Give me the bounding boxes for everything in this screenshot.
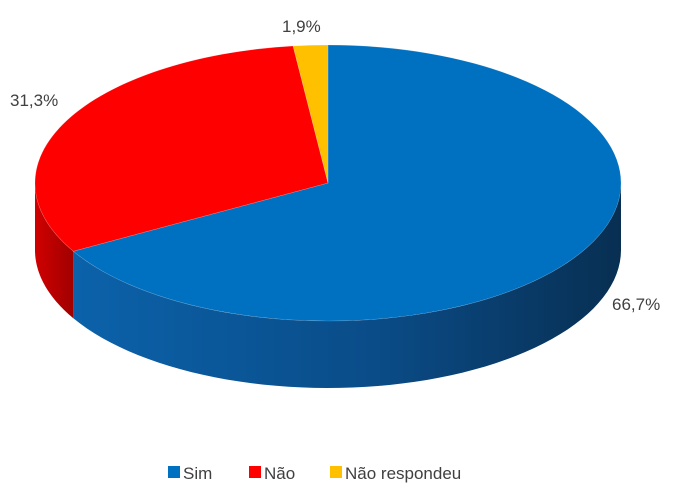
pie-slice-nao <box>34 45 329 252</box>
pie-slice-sim <box>72 44 622 322</box>
legend-swatch-nao-respondeu <box>330 466 342 478</box>
legend-label-sim: Sim <box>183 464 212 483</box>
legend-swatch-sim <box>168 466 180 478</box>
pie-slice-nao-respondeu <box>292 44 329 184</box>
data-label-nao: 31,3% <box>10 91 58 110</box>
legend-item-nao: Não <box>249 464 295 483</box>
data-label-nao-respondeu: 1,9% <box>282 17 321 36</box>
data-labels: 66,7% 31,3% 1,9% <box>10 17 660 314</box>
legend-swatch-nao <box>249 466 261 478</box>
legend-item-nao-respondeu: Não respondeu <box>330 464 461 483</box>
pie-side-nao <box>35 183 74 319</box>
pie-side-sim <box>73 183 622 388</box>
legend-label-nao: Não <box>264 464 295 483</box>
pie-top-faces <box>34 44 622 322</box>
data-label-sim: 66,7% <box>612 295 660 314</box>
pie-side-walls <box>35 183 622 388</box>
legend-item-sim: Sim <box>168 464 212 483</box>
legend-label-nao-respondeu: Não respondeu <box>345 464 461 483</box>
legend: Sim Não Não respondeu <box>168 464 461 483</box>
